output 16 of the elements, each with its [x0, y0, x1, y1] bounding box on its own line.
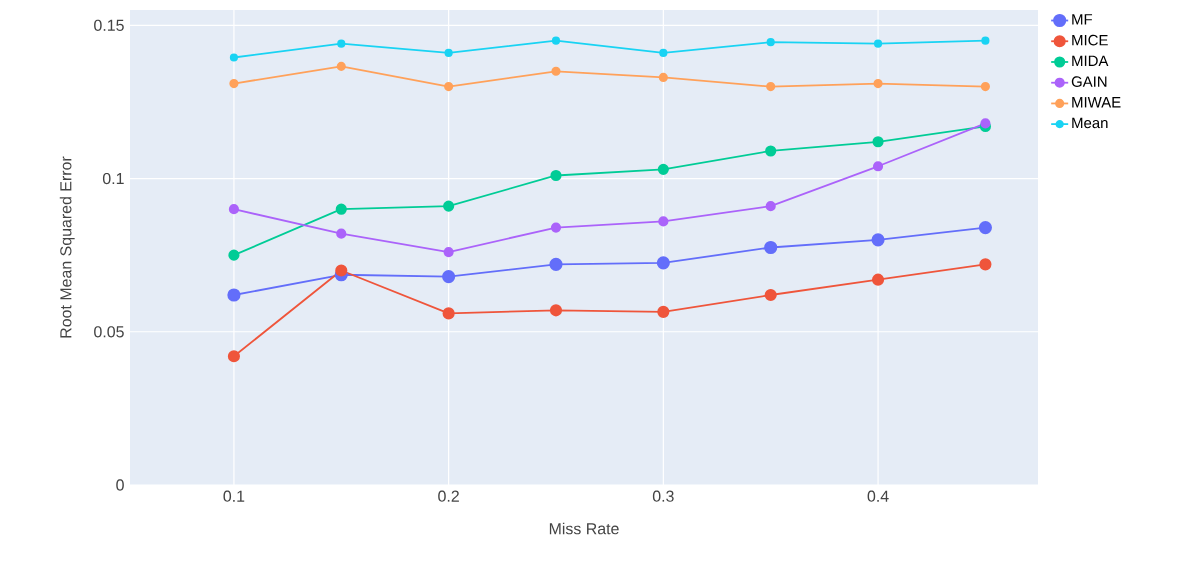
- x-axis-title: Miss Rate: [549, 522, 619, 535]
- y-tick-label: 0.15: [94, 19, 124, 31]
- x-tick-label: 0.4: [867, 490, 889, 502]
- y-tick-label: 0.05: [94, 326, 124, 338]
- x-tick-label: 0.2: [438, 490, 459, 502]
- legend-label: Mean: [1072, 117, 1108, 129]
- legend-label: MICE: [1072, 34, 1108, 46]
- x-tick-label: 0.3: [652, 490, 674, 502]
- y-tick-label: 0.1: [102, 172, 124, 185]
- y-axis-title: Root Mean Squared Error: [59, 156, 75, 338]
- x-tick-label: 0.1: [223, 490, 245, 502]
- legend-label: GAIN: [1071, 76, 1107, 87]
- legend-label: MIWAE: [1072, 97, 1121, 108]
- legend-label: MF: [1072, 14, 1093, 25]
- y-tick-label: 0: [116, 479, 124, 491]
- legend-label: MIDA: [1072, 55, 1109, 66]
